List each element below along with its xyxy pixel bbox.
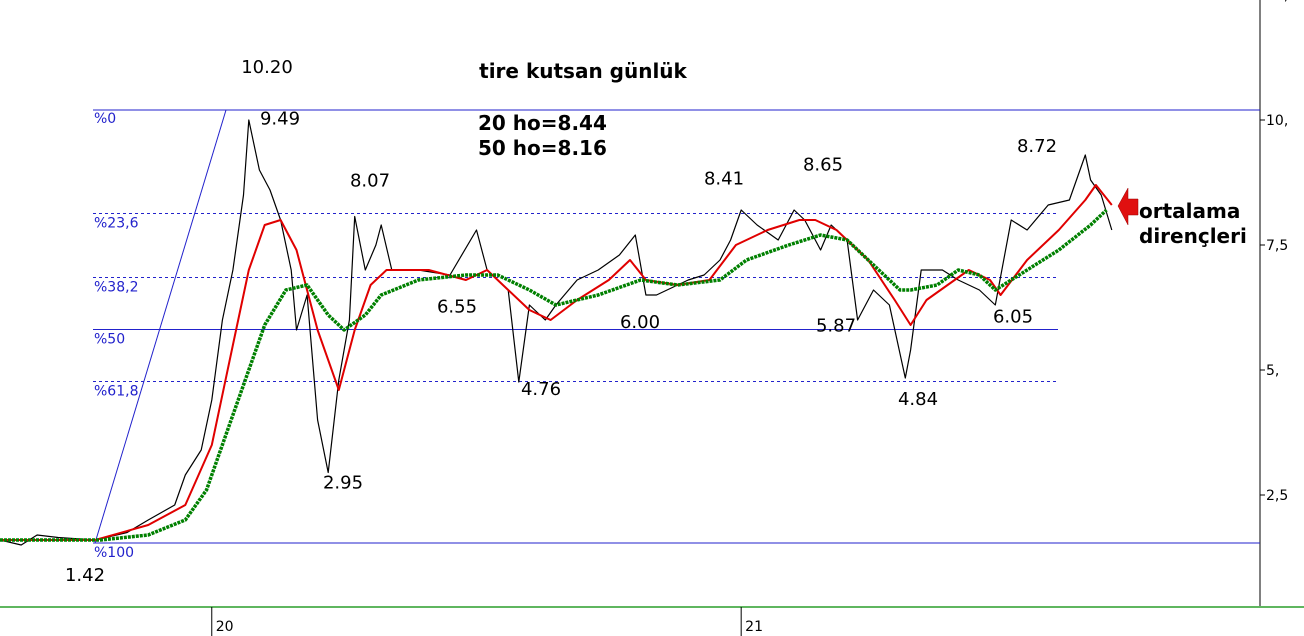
price-label: 4.84	[898, 389, 938, 410]
x-tick-label: 20	[216, 619, 234, 635]
fib-level-label: %23,6	[94, 216, 139, 232]
annotation: dirençleri	[1139, 224, 1247, 248]
moving-average-line	[0, 208, 1108, 542]
price-label: 5.87	[816, 316, 856, 337]
annotation: ortalama	[1139, 199, 1240, 223]
price-label: 2.95	[323, 473, 363, 494]
arrow-icon	[1117, 187, 1139, 226]
x-tick-label: 21	[745, 619, 763, 635]
fib-trend-line	[94, 109, 227, 544]
fib-level-label: %100	[94, 545, 134, 561]
price-label: 8.72	[1017, 136, 1057, 157]
price-label: 9.49	[260, 109, 300, 130]
price-label: 8.41	[704, 169, 744, 190]
price-label: 4.76	[521, 379, 561, 400]
price-label: 8.65	[803, 155, 843, 176]
price-label: 6.05	[993, 307, 1033, 328]
moving-average-line	[0, 184, 1113, 541]
y-tick-label: 5,	[1266, 363, 1279, 379]
price-line	[0, 119, 1113, 546]
fib-level-label: %61,8	[94, 384, 138, 400]
y-tick-label: 12,5	[1266, 0, 1297, 4]
y-tick-label: 10,	[1266, 113, 1288, 129]
fib-level-label: %38,2	[94, 280, 138, 296]
price-label: 10.20	[241, 57, 293, 78]
price-label: 8.07	[350, 171, 390, 192]
price-label: 6.55	[437, 297, 477, 318]
annotation: 50 ho=8.16	[478, 136, 607, 160]
fib-level-label: %0	[94, 111, 116, 127]
y-tick-label: 2,5	[1266, 488, 1288, 504]
fib-level-label: %50	[94, 332, 125, 348]
y-tick-label: 7,5	[1266, 238, 1288, 254]
annotation: 20 ho=8.44	[478, 111, 607, 135]
price-label: 6.00	[620, 312, 660, 333]
price-label: 1.42	[65, 565, 105, 586]
chart-title: tire kutsan günlük	[479, 59, 687, 83]
